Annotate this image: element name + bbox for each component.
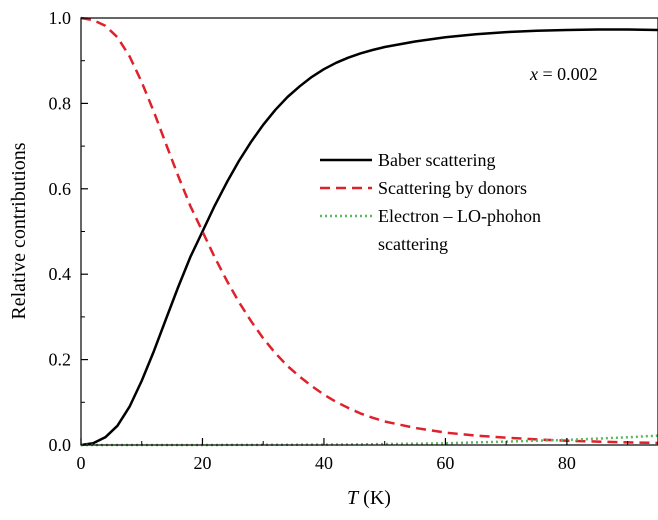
- x-tick-label: 40: [315, 453, 333, 473]
- x-tick-label: 0: [77, 453, 86, 473]
- annotation: x = 0.002: [529, 64, 598, 84]
- legend-label-lo-phonon-line2: scattering: [378, 234, 448, 254]
- x-tick-label: 20: [193, 453, 211, 473]
- y-tick-label: 0.2: [49, 350, 72, 370]
- legend-label-donors: Scattering by donors: [378, 178, 527, 198]
- y-axis-label: Relative contributions: [8, 142, 30, 319]
- x-axis-unit: (K): [358, 487, 391, 509]
- legend: Baber scattering Scattering by donors El…: [320, 150, 541, 254]
- series-line-0: [80, 28, 658, 447]
- legend-label-baber: Baber scattering: [378, 150, 495, 170]
- series-line-2: [81, 434, 658, 447]
- annotation-variable: x: [529, 64, 538, 84]
- y-tick-label: 0.6: [49, 179, 72, 199]
- y-tick-label: 0.0: [49, 435, 72, 455]
- x-axis-label: T (K): [347, 487, 391, 509]
- y-tick-label: 0.4: [49, 264, 72, 284]
- y-tick-label: 0.8: [49, 93, 72, 113]
- series-line-1: [80, 16, 658, 445]
- annotation-value: = 0.002: [538, 64, 598, 84]
- legend-label-lo-phonon: Electron – LO-phohon: [378, 206, 541, 226]
- x-tick-label: 80: [558, 453, 576, 473]
- y-tick-label: 1.0: [49, 8, 72, 28]
- x-axis-variable: T: [347, 487, 360, 509]
- axis-ticks-group: 0 20 40 60 80 0.0 0.2 0.4 0.6 0.8 1.0: [49, 8, 629, 473]
- x-tick-label: 60: [436, 453, 454, 473]
